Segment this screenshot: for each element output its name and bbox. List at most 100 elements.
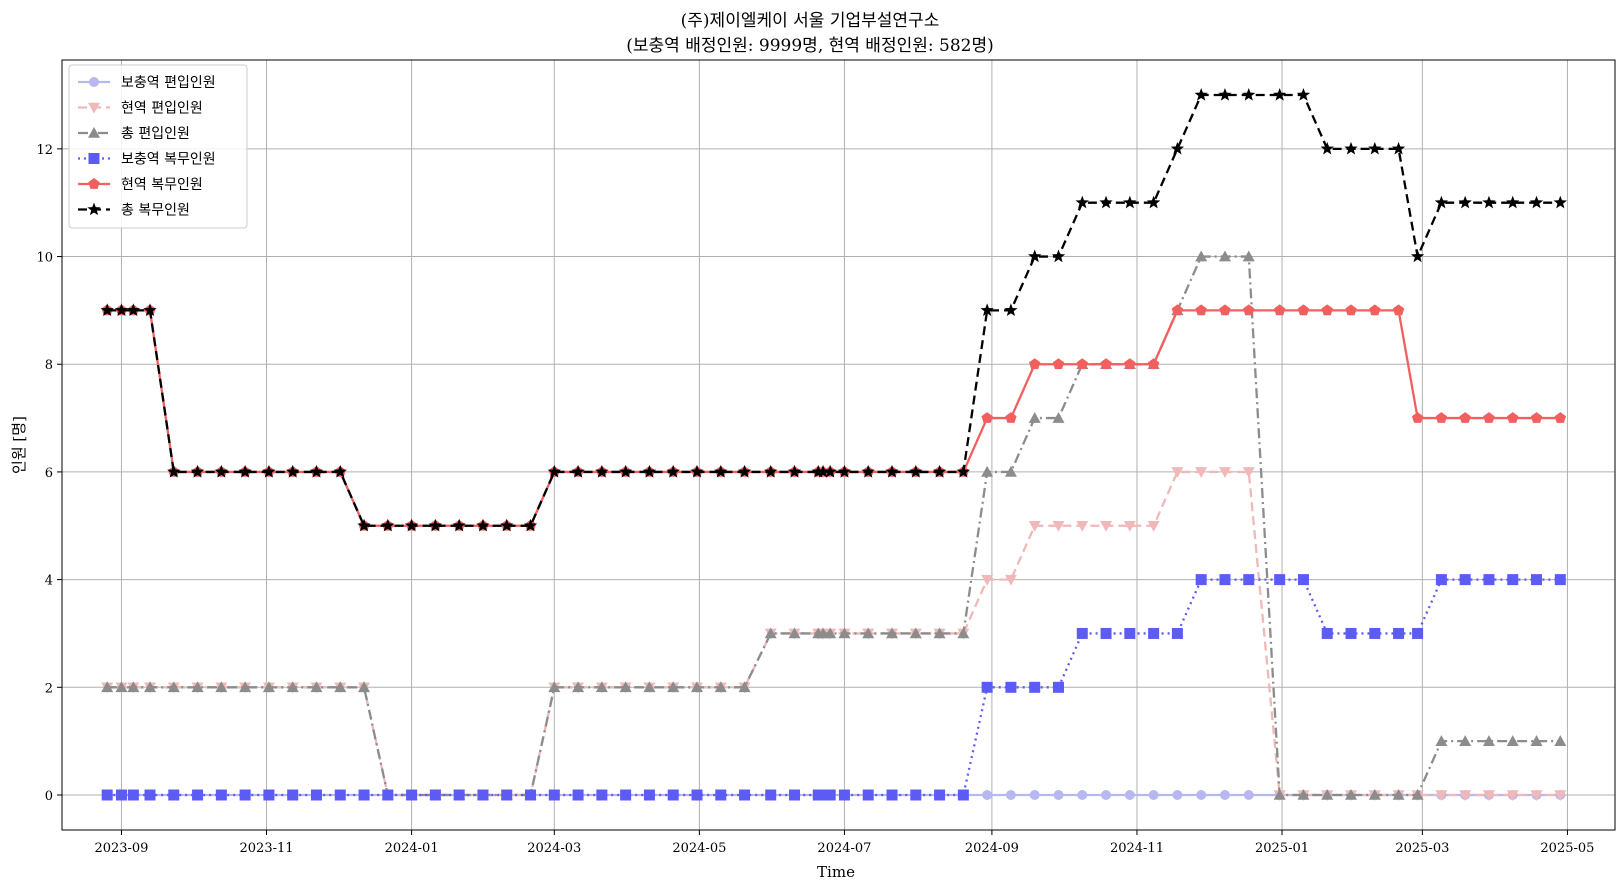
- data-point: [1507, 574, 1519, 586]
- data-point: [1195, 574, 1207, 586]
- data-point: [115, 789, 127, 801]
- data-point: [1123, 520, 1136, 532]
- data-point: [1459, 412, 1471, 423]
- data-point: [1004, 303, 1018, 317]
- grid: [62, 60, 1615, 830]
- data-point: [910, 789, 922, 801]
- data-point: [1297, 574, 1309, 586]
- legend-swatch-marker: [88, 153, 100, 164]
- legend-label: 보충역 복무인원: [121, 152, 216, 168]
- data-point: [1273, 304, 1286, 316]
- data-point: [885, 464, 899, 478]
- data-point: [1344, 141, 1358, 155]
- data-point: [215, 681, 228, 693]
- data-point: [1075, 195, 1089, 209]
- data-point: [861, 464, 875, 478]
- data-point: [1243, 790, 1254, 800]
- data-point: [1321, 627, 1333, 639]
- legend-item: 보충역 편입인원: [78, 75, 216, 91]
- data-point: [286, 681, 299, 693]
- x-tick-label: 2024-05: [672, 841, 726, 856]
- data-point: [824, 627, 837, 639]
- data-point: [956, 464, 971, 478]
- data-point: [1195, 304, 1207, 316]
- data-point: [167, 464, 181, 478]
- data-point: [571, 464, 585, 478]
- data-point: [1196, 790, 1207, 800]
- data-point: [862, 627, 875, 639]
- data-point: [1368, 141, 1382, 155]
- data-point: [738, 681, 751, 693]
- data-point: [1052, 520, 1065, 532]
- data-point: [101, 789, 113, 801]
- data-point: [1052, 412, 1065, 423]
- data-point: [837, 464, 852, 478]
- data-point: [981, 681, 993, 693]
- data-point: [1321, 789, 1334, 800]
- data-point: [1482, 195, 1496, 209]
- legend-label: 총 복무인원: [121, 203, 190, 219]
- data-point: [127, 681, 140, 693]
- data-point: [1124, 790, 1135, 800]
- data-point: [1146, 195, 1161, 209]
- data-point: [886, 789, 898, 801]
- data-point: [101, 681, 114, 693]
- x-tick-label: 2025-01: [1255, 841, 1309, 856]
- data-point: [1434, 195, 1449, 209]
- y-tick-label: 6: [45, 466, 53, 481]
- y-tick-label: 4: [45, 574, 53, 589]
- data-point: [1274, 574, 1286, 586]
- data-point: [572, 789, 584, 801]
- data-point: [404, 518, 419, 532]
- legend-swatch-marker: [88, 127, 100, 138]
- data-point: [982, 790, 993, 800]
- data-point: [691, 789, 703, 801]
- data-point: [1412, 627, 1424, 639]
- x-tick-label: 2024-09: [965, 841, 1019, 856]
- series-line: [107, 255, 1561, 797]
- x-tick-label: 2024-01: [385, 841, 439, 856]
- data-point: [957, 627, 970, 639]
- data-point: [667, 789, 679, 801]
- x-tick-label: 2023-09: [94, 841, 148, 856]
- data-point: [1273, 88, 1287, 101]
- data-point: [1029, 790, 1040, 800]
- data-point: [334, 789, 346, 801]
- data-point: [981, 465, 994, 477]
- data-point: [1435, 790, 1448, 801]
- data-point: [765, 789, 777, 801]
- data-point: [1530, 790, 1543, 801]
- data-point: [1171, 304, 1184, 316]
- data-point: [1028, 249, 1042, 263]
- data-point: [525, 789, 537, 801]
- data-point: [239, 681, 252, 693]
- data-point: [477, 789, 489, 801]
- data-point: [1195, 250, 1208, 262]
- data-point: [1029, 681, 1041, 693]
- data-point: [788, 627, 801, 639]
- data-point: [1028, 520, 1041, 532]
- data-point: [934, 789, 946, 801]
- y-tick-label: 8: [45, 358, 53, 373]
- data-point: [114, 303, 129, 317]
- data-point: [1076, 358, 1088, 370]
- data-point: [715, 789, 727, 801]
- data-point: [1051, 249, 1066, 263]
- data-point: [1242, 88, 1256, 101]
- data-point: [1507, 412, 1519, 423]
- data-point: [1435, 735, 1448, 746]
- data-point: [1172, 790, 1183, 800]
- data-point: [1554, 735, 1567, 746]
- series-6: [100, 88, 1567, 532]
- data-point: [690, 681, 703, 693]
- data-point: [643, 681, 656, 693]
- data-point: [238, 464, 252, 478]
- legend-swatch-marker: [87, 202, 101, 216]
- data-point: [1345, 789, 1358, 800]
- data-point: [1242, 250, 1255, 262]
- data-point: [1392, 789, 1405, 800]
- data-point: [1530, 412, 1543, 423]
- data-point: [382, 789, 394, 801]
